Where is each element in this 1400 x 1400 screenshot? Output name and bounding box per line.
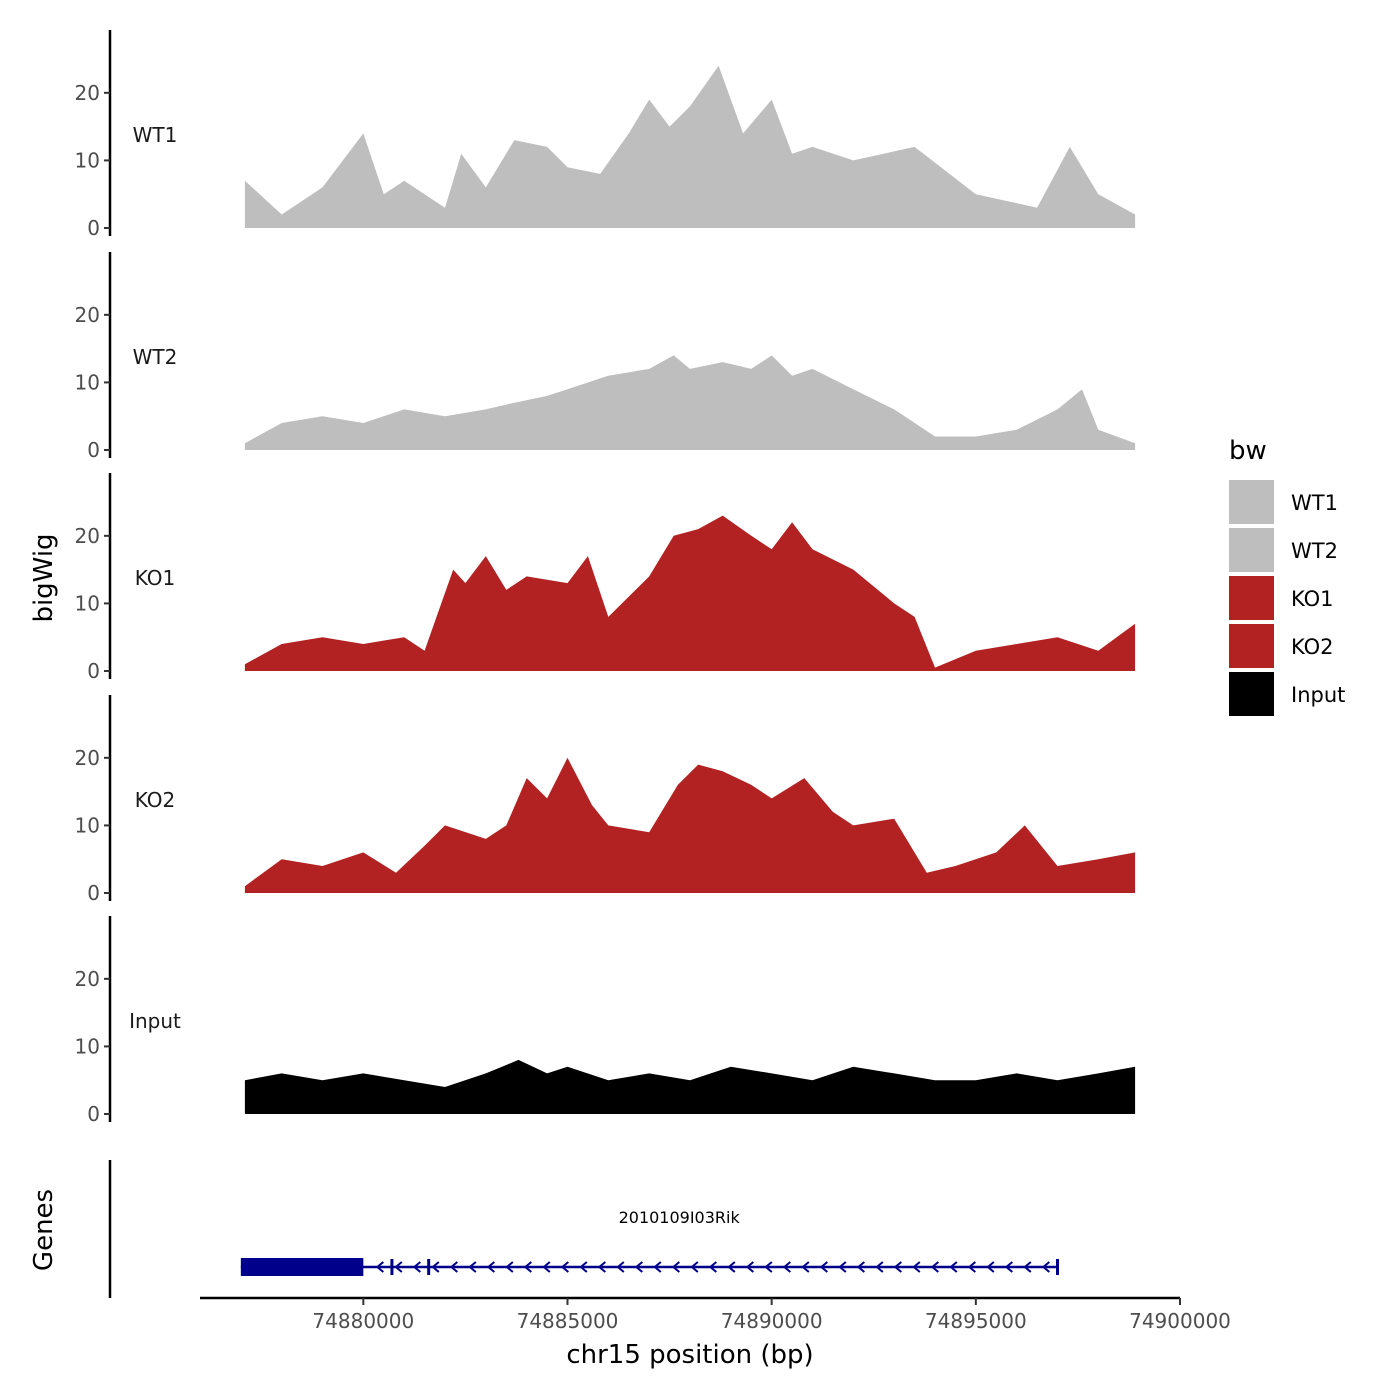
strand-arrow-icon xyxy=(967,1261,976,1273)
strand-arrow-icon xyxy=(523,1261,532,1273)
signal-area-ko2 xyxy=(244,757,1136,893)
track-label-ko2: KO2 xyxy=(135,788,176,812)
strand-arrow-icon xyxy=(875,1261,884,1273)
x-tick-label: 74885000 xyxy=(517,1309,619,1333)
strand-arrow-icon xyxy=(801,1261,810,1273)
strand-arrow-icon xyxy=(486,1261,495,1273)
gene-exon-block xyxy=(240,1258,364,1276)
x-tick-label: 74890000 xyxy=(721,1309,823,1333)
strand-arrow-icon xyxy=(856,1261,865,1273)
y-tick-label: 10 xyxy=(75,1034,100,1058)
y-tick-label: 20 xyxy=(75,303,100,327)
bigwig-tracks: 0 10 20 WT1 0 10 20 WT2 0 10 20 KO1 0 10 20 KO2 0 10 20 Inp… xyxy=(75,30,1136,1126)
strand-arrow-icon xyxy=(1004,1261,1013,1273)
legend: bw WT1 WT2 KO1 KO2 Input xyxy=(1229,436,1345,716)
genes-axis-title: Genes xyxy=(29,1189,59,1271)
track-ko2: 0 10 20 KO2 xyxy=(75,695,1136,905)
track-wt1: 0 10 20 WT1 xyxy=(75,30,1136,240)
y-tick-label: 10 xyxy=(75,813,100,837)
legend-label-wt2: WT2 xyxy=(1291,539,1338,563)
strand-arrow-icon xyxy=(819,1261,828,1273)
strand-arrow-icon xyxy=(671,1261,680,1273)
strand-arrow-icon xyxy=(949,1261,958,1273)
strand-arrow-icon xyxy=(560,1261,569,1273)
signal-area-input xyxy=(244,1059,1136,1114)
strand-arrow-icon xyxy=(727,1261,736,1273)
x-tick-label: 74900000 xyxy=(1129,1309,1231,1333)
y-tick-label: 10 xyxy=(75,148,100,172)
track-wt2: 0 10 20 WT2 xyxy=(75,252,1136,462)
strand-arrow-icon xyxy=(764,1261,773,1273)
legend-key-ko1 xyxy=(1229,576,1274,620)
y-tick-label: 20 xyxy=(75,967,100,991)
strand-arrow-icon xyxy=(1041,1261,1050,1273)
strand-arrow-icon xyxy=(597,1261,606,1273)
strand-arrow-icon xyxy=(505,1261,514,1273)
y-tick-label: 0 xyxy=(87,438,100,462)
strand-arrow-icon xyxy=(838,1261,847,1273)
track-label-wt1: WT1 xyxy=(133,123,178,147)
strand-arrow-icon xyxy=(412,1261,421,1273)
legend-key-input xyxy=(1229,672,1274,716)
y-tick-label: 10 xyxy=(75,591,100,615)
strand-arrow-icon xyxy=(542,1261,551,1273)
signal-area-wt2 xyxy=(244,355,1136,450)
strand-arrow-icon xyxy=(930,1261,939,1273)
legend-key-wt2 xyxy=(1229,528,1274,572)
strand-arrow-icon xyxy=(986,1261,995,1273)
gene-track: 2010109I03Rik xyxy=(108,1160,1059,1298)
legend-key-ko2 xyxy=(1229,624,1274,668)
strand-arrow-icon xyxy=(708,1261,717,1273)
strand-arrow-icon xyxy=(912,1261,921,1273)
strand-arrow-icon xyxy=(394,1261,403,1273)
legend-label-input: Input xyxy=(1291,683,1345,707)
y-tick-label: 20 xyxy=(75,746,100,770)
track-input: 0 10 20 Input xyxy=(75,916,1136,1126)
y-tick-label: 0 xyxy=(87,659,100,683)
strand-arrow-icon xyxy=(579,1261,588,1273)
legend-title: bw xyxy=(1229,436,1267,466)
x-tick-label: 74895000 xyxy=(925,1309,1027,1333)
legend-key-wt1 xyxy=(1229,480,1274,524)
strand-arrow-icon xyxy=(375,1261,384,1273)
strand-arrow-icon xyxy=(634,1261,643,1273)
y-axis-title: bigWig xyxy=(29,533,59,622)
legend-label-ko2: KO2 xyxy=(1291,635,1334,659)
strand-arrow-icon xyxy=(690,1261,699,1273)
signal-area-wt1 xyxy=(244,65,1136,228)
strand-arrow-icon xyxy=(745,1261,754,1273)
y-tick-label: 10 xyxy=(75,370,100,394)
strand-arrow-icon xyxy=(782,1261,791,1273)
y-tick-label: 0 xyxy=(87,216,100,240)
track-label-wt2: WT2 xyxy=(133,345,178,369)
track-label-input: Input xyxy=(129,1009,181,1033)
y-tick-label: 20 xyxy=(75,524,100,548)
track-label-ko1: KO1 xyxy=(135,566,176,590)
strand-arrow-icon xyxy=(1023,1261,1032,1273)
strand-arrow-icon xyxy=(893,1261,902,1273)
x-axis-title: chr15 position (bp) xyxy=(566,1340,813,1370)
signal-area-ko1 xyxy=(244,515,1136,671)
x-tick-label: 74880000 xyxy=(312,1309,414,1333)
legend-label-wt1: WT1 xyxy=(1291,491,1338,515)
y-tick-label: 0 xyxy=(87,881,100,905)
x-axis: 74880000 74885000 74890000 74895000 74900000 xyxy=(200,1296,1231,1333)
track-ko1: 0 10 20 KO1 xyxy=(75,473,1136,683)
strand-arrow-icon xyxy=(653,1261,662,1273)
gene-label: 2010109I03Rik xyxy=(619,1208,741,1227)
strand-arrow-icon xyxy=(431,1261,440,1273)
legend-label-ko1: KO1 xyxy=(1291,587,1334,611)
strand-arrow-icon xyxy=(468,1261,477,1273)
y-tick-label: 0 xyxy=(87,1102,100,1126)
strand-arrow-icon xyxy=(616,1261,625,1273)
strand-arrow-icon xyxy=(449,1261,458,1273)
y-tick-label: 20 xyxy=(75,81,100,105)
